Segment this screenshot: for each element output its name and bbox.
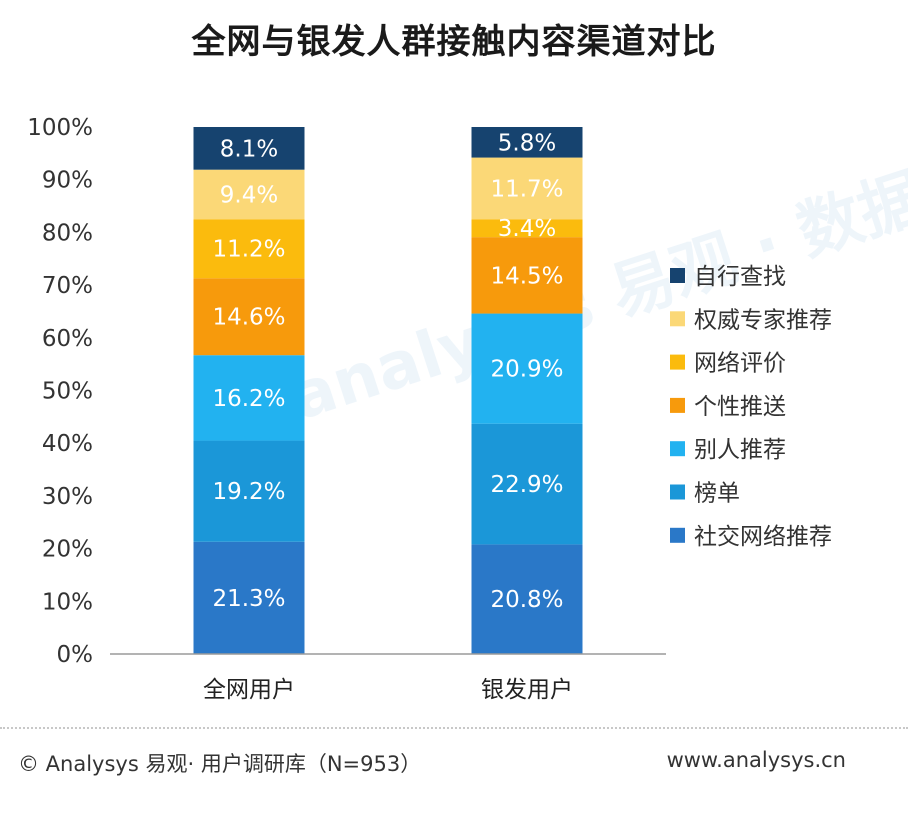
chart-title: 全网与银发人群接触内容渠道对比 bbox=[191, 22, 717, 62]
bar-segment bbox=[193, 440, 305, 542]
bar-segment bbox=[193, 278, 305, 356]
data-label: 11.7% bbox=[490, 176, 563, 202]
bar-segment bbox=[471, 313, 583, 424]
legend-swatch bbox=[670, 484, 685, 500]
bar-segment bbox=[471, 127, 583, 158]
data-label: 8.1% bbox=[220, 136, 278, 162]
data-label: 16.2% bbox=[212, 386, 285, 412]
data-label: 20.8% bbox=[490, 587, 563, 613]
legend-swatch bbox=[670, 441, 685, 457]
legend-label: 自行查找 bbox=[694, 264, 786, 290]
category-label: 全网用户 bbox=[203, 677, 295, 703]
data-label: 21.3% bbox=[212, 586, 285, 612]
y-tick-label: 40% bbox=[42, 431, 93, 457]
data-label: 3.4% bbox=[498, 216, 556, 242]
legend-label: 榜单 bbox=[694, 481, 740, 507]
legend-label: 社交网络推荐 bbox=[694, 524, 832, 550]
y-tick-label: 80% bbox=[42, 220, 93, 246]
footer-divider bbox=[0, 727, 908, 729]
legend-label: 网络评价 bbox=[694, 351, 786, 377]
website-link[interactable]: www.analysys.cn bbox=[666, 748, 846, 772]
data-label: 9.4% bbox=[220, 182, 278, 208]
legend-swatch bbox=[670, 268, 685, 283]
bar-segment bbox=[471, 237, 583, 314]
watermark-text: analysys 易观 · 数据 · 要的 · 据分 bbox=[282, 39, 908, 435]
y-tick-label: 100% bbox=[27, 115, 93, 141]
watermark: analysys 易观 · 数据 · 要的 · 据分 bbox=[282, 39, 908, 435]
legend-label: 权威专家推荐 bbox=[694, 307, 832, 333]
bar-segment bbox=[471, 544, 583, 654]
data-label: 14.6% bbox=[212, 305, 285, 331]
legend-swatch bbox=[670, 311, 685, 327]
bar-segment bbox=[193, 355, 305, 441]
bar-segment bbox=[471, 219, 583, 238]
source-note: © Analysys 易观· 用户调研库（N=953） bbox=[18, 752, 422, 776]
bars bbox=[193, 127, 583, 654]
y-tick-label: 50% bbox=[42, 379, 93, 405]
data-label: 5.8% bbox=[498, 130, 556, 156]
x-axis: 全网用户 银发用户 bbox=[110, 653, 666, 703]
data-label: 19.2% bbox=[212, 479, 285, 505]
bar-segment bbox=[471, 423, 583, 545]
y-tick-label: 0% bbox=[57, 642, 94, 668]
data-labels: 21.3% 19.2% 16.2% 14.6% 11.2% 9.4% 8.1% 20.8% 22… bbox=[212, 130, 563, 613]
bar-segment bbox=[193, 541, 305, 654]
legend-swatch bbox=[670, 354, 685, 370]
y-tick-label: 90% bbox=[42, 168, 93, 194]
y-tick-label: 60% bbox=[42, 326, 93, 352]
legend-swatch bbox=[670, 397, 685, 413]
legend-label: 个性推送 bbox=[694, 394, 786, 420]
data-label: 22.9% bbox=[490, 472, 563, 498]
bar-segment bbox=[193, 127, 305, 170]
legend-swatch bbox=[670, 527, 685, 543]
bar-segment bbox=[193, 169, 305, 220]
data-label: 20.9% bbox=[490, 357, 563, 383]
bar-segment bbox=[193, 219, 305, 279]
legend-label: 别人推荐 bbox=[694, 437, 786, 463]
y-tick-label: 20% bbox=[42, 537, 93, 563]
bar-segment bbox=[471, 157, 583, 220]
data-label: 11.2% bbox=[212, 237, 285, 263]
y-axis: 0% 10% 20% 30% 40% 50% 60% 70% 80% 90% 100% bbox=[27, 115, 93, 668]
category-label: 银发用户 bbox=[481, 677, 573, 703]
y-tick-label: 10% bbox=[42, 589, 93, 615]
y-tick-label: 30% bbox=[42, 484, 93, 510]
data-label: 14.5% bbox=[490, 263, 563, 289]
y-tick-label: 70% bbox=[42, 273, 93, 299]
